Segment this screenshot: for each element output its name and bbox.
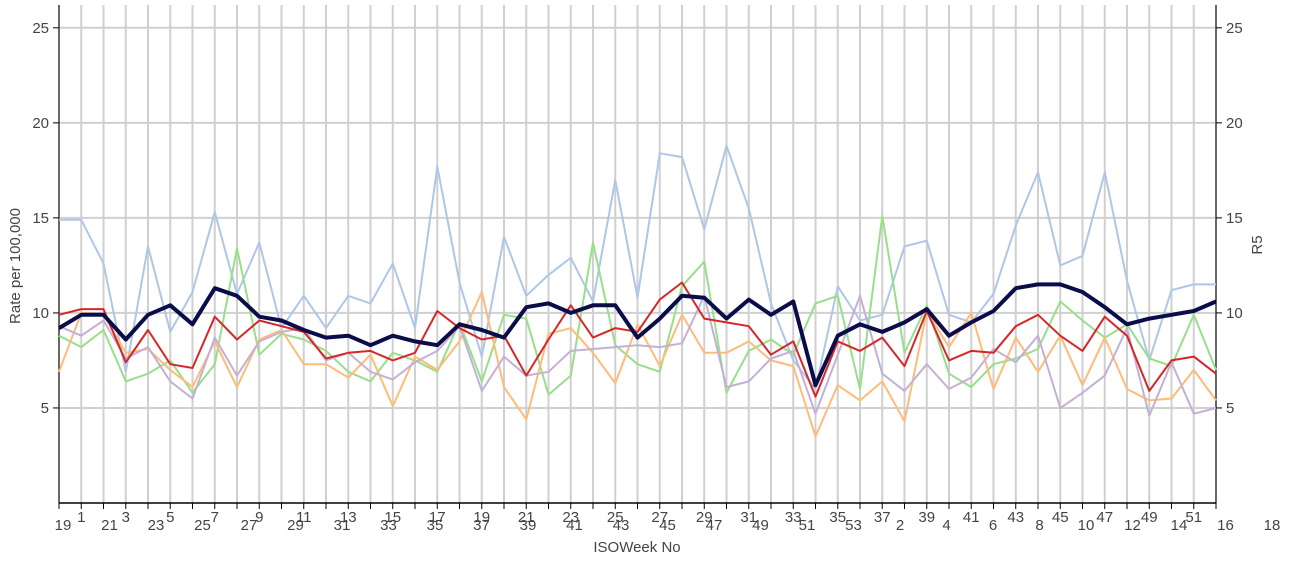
x-tick-label: 39 [918,509,935,526]
x-tick-label: 18 [1264,517,1281,534]
x-tick-label: 29 [696,509,713,526]
x-tick-label: 43 [613,517,630,534]
series-line [59,144,1216,390]
y2-tick-label: 25 [1226,20,1243,37]
y2-tick-label: 15 [1226,210,1243,227]
x-tick-label: 2 [896,517,904,534]
y-tick-label: 15 [32,210,49,227]
x-tick-label: 53 [845,517,862,534]
y-tick-label: 20 [32,115,49,132]
x-tick-label: 27 [651,509,668,526]
x-tick-label: 12 [1124,517,1141,534]
x-tick-label: 31 [740,509,757,526]
x-tick-label: 1 [77,509,85,526]
x-tick-label: 21 [518,509,535,526]
x-tick-label: 9 [255,509,263,526]
x-tick-label: 8 [1035,517,1043,534]
series-line [57,282,1217,388]
y-tick-label: 5 [41,400,49,417]
x-tick-label: 19 [55,517,72,534]
y2-tick-label: 20 [1226,115,1243,132]
x-tick-label: 19 [473,509,490,526]
x-tick-label: 39 [520,517,537,534]
series-line [58,291,1217,438]
y-tick-label: 25 [32,20,49,37]
x-tick-label: 45 [659,517,676,534]
x-tick-label: 35 [829,509,846,526]
x-tick-label: 21 [101,517,118,534]
x-tick-label: 41 [566,517,583,534]
y-axis-title: Rate per 100,000 [7,208,24,324]
x-tick-label: 47 [1096,509,1113,526]
x-tick-label: 25 [607,509,624,526]
series-line [58,215,1217,396]
x-tick-label: 6 [989,517,997,534]
x-tick-label: 37 [473,517,490,534]
x-tick-label: 11 [296,509,312,526]
y2-tick-label: 10 [1226,305,1243,322]
y2-axis-title: R5 [1249,235,1266,254]
x-tick-label: 33 [380,517,397,534]
x-tick-label: 5 [166,509,174,526]
x-tick-label: 13 [340,509,357,526]
x-tick-label: 37 [874,509,891,526]
x-tick-label: 15 [384,509,401,526]
x-tick-label: 23 [562,509,579,526]
x-tick-label: 3 [122,509,130,526]
x-tick-label: 47 [706,517,723,534]
x-tick-label: 41 [963,509,980,526]
series-line [58,281,1217,398]
x-tick-label: 23 [148,517,165,534]
x-tick-label: 35 [427,517,444,534]
x-tick-label: 14 [1171,517,1188,534]
x-tick-label: 51 [799,517,816,534]
y-tick-label: 10 [32,305,49,322]
x-tick-label: 45 [1052,509,1069,526]
x-tick-label: 16 [1217,517,1234,534]
x-tick-label: 7 [211,509,219,526]
x-tick-label: 27 [241,517,258,534]
x-tick-label: 43 [1007,509,1024,526]
x-tick-label: 25 [194,517,211,534]
x-tick-label: 49 [752,517,769,534]
series-line [58,294,1217,417]
x-tick-label: 10 [1078,517,1095,534]
x-tick-label: 31 [334,517,351,534]
x-axis-title: ISOWeek No [593,539,680,556]
x-tick-label: 4 [942,517,950,534]
y2-tick-label: 5 [1226,400,1234,417]
x-tick-label: 17 [429,509,446,526]
x-tick-label: 49 [1141,509,1158,526]
x-tick-label: 51 [1185,509,1202,526]
x-tick-label: 29 [287,517,304,534]
x-tick-label: 33 [785,509,802,526]
